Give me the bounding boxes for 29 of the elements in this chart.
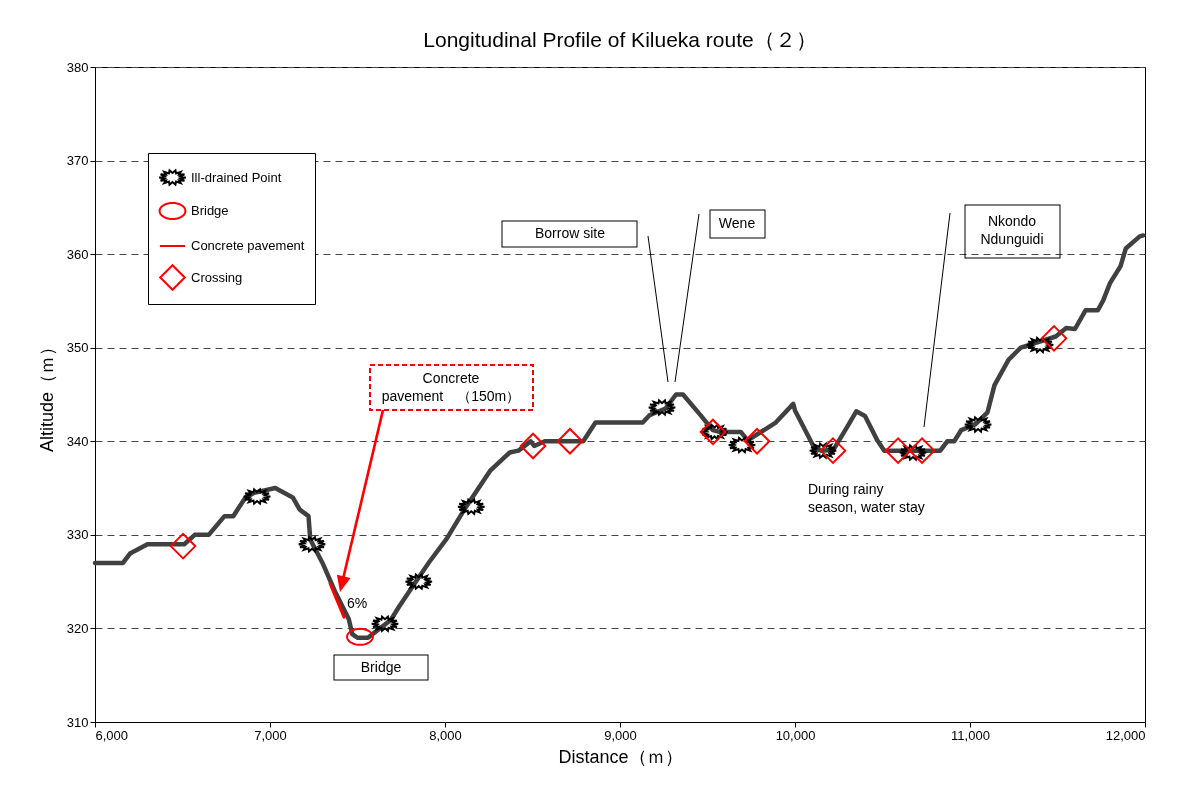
y-tick-label: 340 (66, 433, 89, 449)
annotation: Concrete pavement （150m） (381, 370, 521, 404)
legend-label: Concrete pavement (191, 238, 305, 253)
y-axis-title: Altitude（ｍ） (36, 337, 57, 453)
x-tick-label: 8,000 (429, 727, 462, 743)
y-tick-label: 380 (66, 59, 89, 75)
y-tick-label: 360 (66, 246, 89, 262)
x-tick-label: 6,000 (95, 727, 129, 743)
annotation: Nkondo Ndunguidi (980, 213, 1044, 247)
legend-label: Bridge (191, 203, 229, 218)
annotation: Borrow site (534, 225, 606, 241)
y-tick-label: 350 (66, 340, 89, 356)
legend-label: Ill-drained Point (191, 169, 282, 185)
y-tick-label: 320 (66, 620, 89, 636)
y-tick-label: 370 (66, 153, 89, 169)
chart-title: Longitudinal Profile of Kilueka route（２） (423, 28, 817, 51)
annotation: Wene (718, 215, 756, 231)
x-axis-title: Distance（ｍ） (558, 746, 683, 767)
legend-label: Crossing (191, 269, 243, 285)
annotation: Bridge (360, 659, 402, 675)
x-tick-label: 10,000 (775, 727, 816, 743)
annotation: 6% (346, 595, 368, 611)
x-tick-label: 9,000 (604, 727, 637, 743)
y-tick-label: 330 (66, 527, 89, 543)
x-tick-label: 7,000 (254, 727, 287, 743)
x-tick-label: 11,000 (951, 727, 990, 743)
y-tick-label: 310 (66, 714, 89, 730)
annotation: During rainy season, water stay (808, 481, 925, 515)
x-tick-label: 12,000 (1105, 727, 1146, 743)
